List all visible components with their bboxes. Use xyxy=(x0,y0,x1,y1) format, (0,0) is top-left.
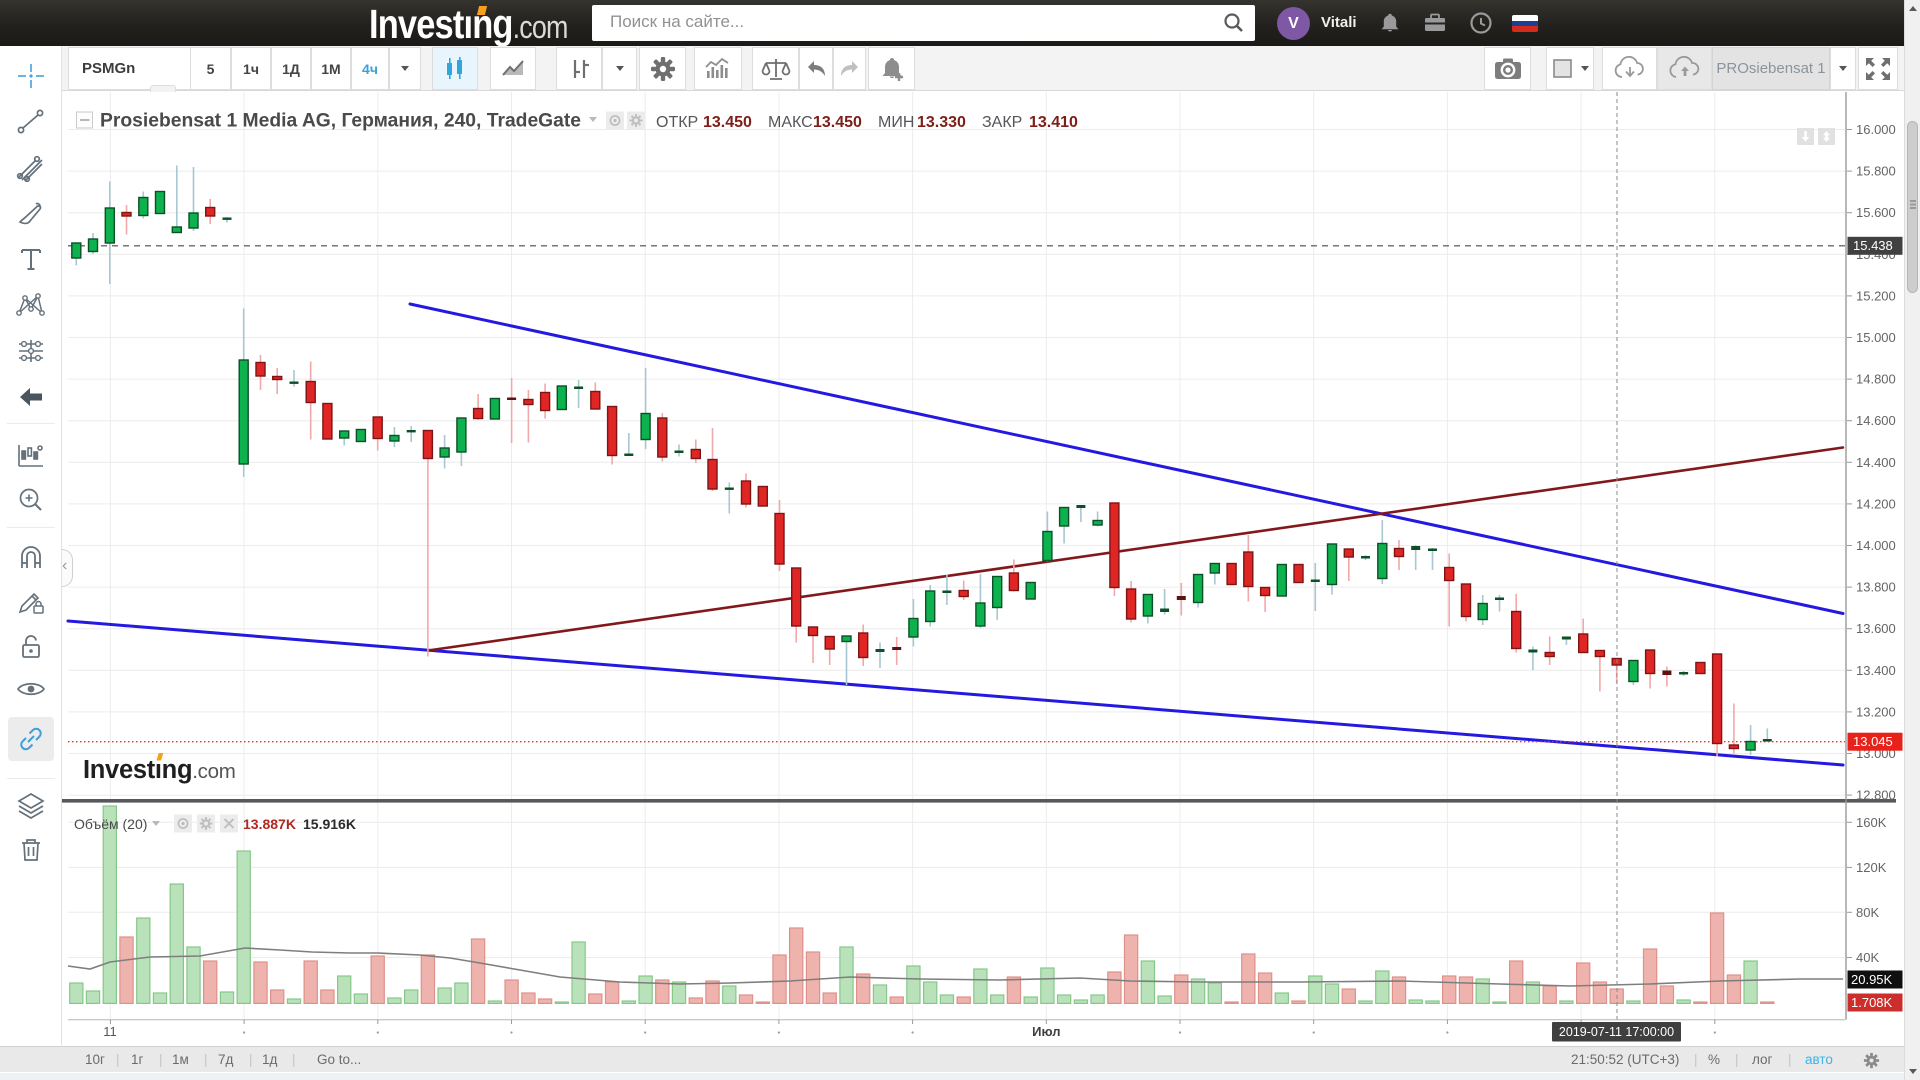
svg-text:80K: 80K xyxy=(1856,905,1879,920)
svg-text:13.410: 13.410 xyxy=(1029,114,1078,131)
svg-text:15.916K: 15.916K xyxy=(303,816,356,832)
svg-text:Investıng.com: Investıng.com xyxy=(83,756,235,784)
svg-text:13.450: 13.450 xyxy=(813,114,862,131)
svg-text:15.000: 15.000 xyxy=(1856,330,1896,345)
svg-text:ОТКР: ОТКР xyxy=(656,114,698,131)
svg-text:14.600: 14.600 xyxy=(1856,413,1896,428)
svg-text:13.600: 13.600 xyxy=(1856,621,1896,636)
svg-text:13.200: 13.200 xyxy=(1856,704,1896,719)
svg-text:15.600: 15.600 xyxy=(1856,205,1896,220)
svg-text:2019-07-11 17:00:00: 2019-07-11 17:00:00 xyxy=(1559,1025,1674,1039)
svg-text:1.708K: 1.708K xyxy=(1851,995,1893,1010)
svg-text:13.330: 13.330 xyxy=(917,114,966,131)
svg-text:13.800: 13.800 xyxy=(1856,580,1896,595)
svg-text:14.400: 14.400 xyxy=(1856,455,1896,470)
svg-text:МИН: МИН xyxy=(878,114,914,131)
svg-text:13.045: 13.045 xyxy=(1853,734,1893,749)
svg-text:13.400: 13.400 xyxy=(1856,663,1896,678)
svg-text:14.800: 14.800 xyxy=(1856,372,1896,387)
svg-text:40K: 40K xyxy=(1856,950,1879,965)
svg-text:МАКС: МАКС xyxy=(768,114,813,131)
svg-text:15.200: 15.200 xyxy=(1856,288,1896,303)
svg-text:Июл: Июл xyxy=(1032,1024,1060,1039)
svg-text:120K: 120K xyxy=(1856,860,1887,875)
svg-text:11: 11 xyxy=(103,1024,117,1039)
svg-text:13.887K: 13.887K xyxy=(243,816,296,832)
svg-text:20.95K: 20.95K xyxy=(1851,972,1893,987)
svg-text:15.438: 15.438 xyxy=(1853,238,1893,253)
svg-text:16.000: 16.000 xyxy=(1856,122,1896,137)
svg-text:13.450: 13.450 xyxy=(703,114,752,131)
svg-text:Prosiebensat 1 Media AG, Герма: Prosiebensat 1 Media AG, Германия, 240, … xyxy=(100,111,581,132)
svg-text:14.000: 14.000 xyxy=(1856,538,1896,553)
svg-text:ЗАКР: ЗАКР xyxy=(982,114,1022,131)
svg-text:12.800: 12.800 xyxy=(1856,788,1896,803)
svg-text:14.200: 14.200 xyxy=(1856,496,1896,511)
svg-text:15.800: 15.800 xyxy=(1856,164,1896,179)
svg-text:Объём (20): Объём (20) xyxy=(74,816,147,832)
svg-text:160K: 160K xyxy=(1856,815,1887,830)
